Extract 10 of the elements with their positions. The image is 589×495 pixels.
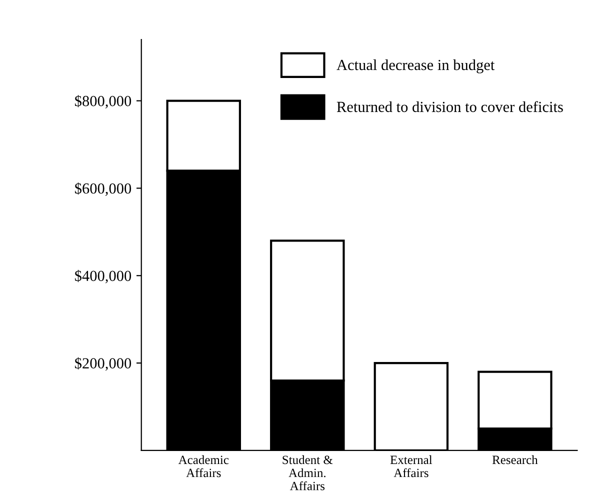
x-tick-label: Research xyxy=(492,455,538,464)
legend-label: Returned to division to cover deficits xyxy=(336,101,563,112)
y-tick-label: $200,000 xyxy=(75,357,132,371)
legend-label: Actual decrease in budget xyxy=(336,59,495,74)
y-tick-label: $600,000 xyxy=(75,182,132,196)
y-tick-label: $400,000 xyxy=(75,270,132,284)
x-tick-label: External Affairs xyxy=(390,455,432,478)
y-tick-label: $800,000 xyxy=(75,95,132,108)
x-tick-label: Academic Affairs xyxy=(178,455,229,478)
x-tick-label: Student & Admin. Affairs xyxy=(282,455,333,490)
